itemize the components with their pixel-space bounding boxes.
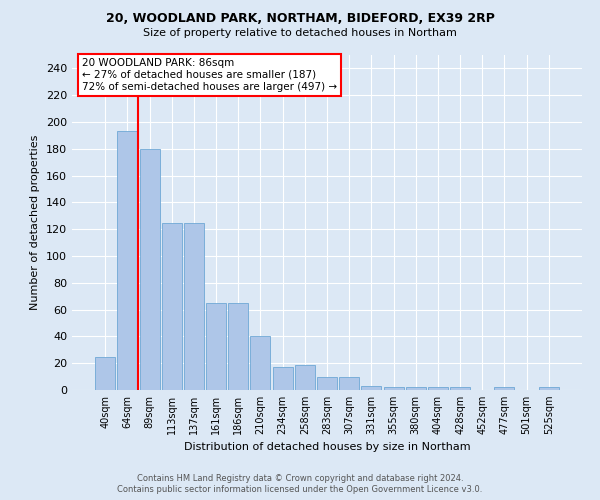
Bar [184,222,204,390]
Bar [228,303,248,390]
Text: Contains HM Land Registry data © Crown copyright and database right 2024.
Contai: Contains HM Land Registry data © Crown c… [118,474,482,494]
Y-axis label: Number of detached properties: Number of detached properties [31,135,40,310]
Bar [428,388,448,390]
Bar [539,388,559,390]
Bar [95,356,115,390]
Bar [383,388,404,390]
Bar [317,376,337,390]
Bar [406,388,426,390]
Bar [206,303,226,390]
Bar [494,388,514,390]
Bar [295,364,315,390]
Text: Distribution of detached houses by size in Northam: Distribution of detached houses by size … [184,442,470,452]
Bar [250,336,271,390]
Bar [450,388,470,390]
Text: 20, WOODLAND PARK, NORTHAM, BIDEFORD, EX39 2RP: 20, WOODLAND PARK, NORTHAM, BIDEFORD, EX… [106,12,494,26]
Text: 20 WOODLAND PARK: 86sqm
← 27% of detached houses are smaller (187)
72% of semi-d: 20 WOODLAND PARK: 86sqm ← 27% of detache… [82,58,337,92]
Bar [339,376,359,390]
Bar [361,386,382,390]
Text: Size of property relative to detached houses in Northam: Size of property relative to detached ho… [143,28,457,38]
Bar [162,222,182,390]
Bar [272,367,293,390]
Bar [118,132,137,390]
Bar [140,149,160,390]
